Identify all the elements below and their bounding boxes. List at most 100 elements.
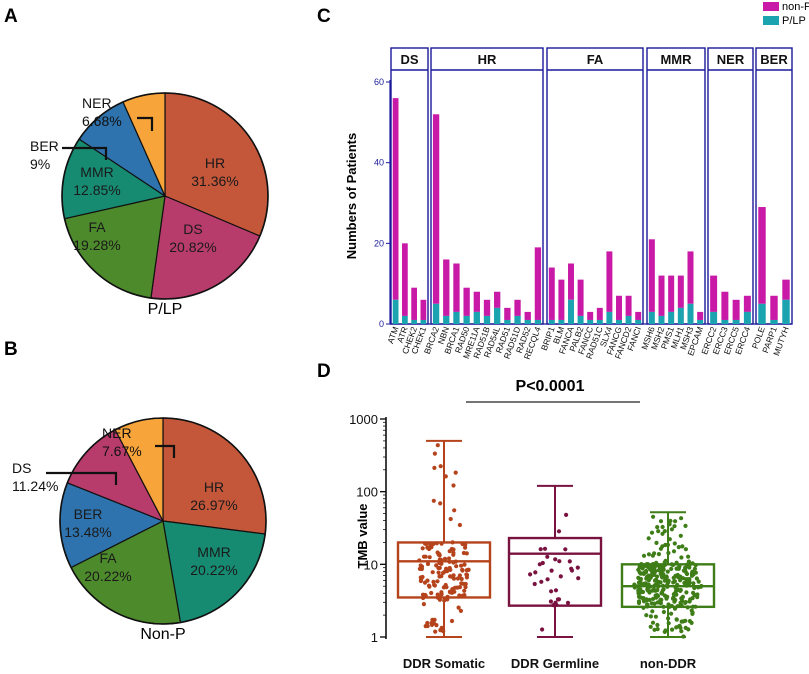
tmb-data-point xyxy=(437,565,442,571)
bar-segment-nonp xyxy=(677,275,684,308)
bar-segment-plp xyxy=(758,303,766,324)
tmb-data-point xyxy=(648,614,654,619)
tmb-data-point xyxy=(669,527,675,532)
tmb-data-point xyxy=(669,562,674,567)
tmb-x-category-label: DDR Germline xyxy=(511,656,599,671)
tmb-data-point xyxy=(665,569,670,574)
tmb-data-point xyxy=(691,590,696,596)
tmb-data-point xyxy=(665,584,670,589)
tmb-data-point xyxy=(652,601,657,606)
bar-segment-plp xyxy=(658,315,665,324)
bar-segment-nonp xyxy=(770,295,778,320)
pie-slice-hr xyxy=(162,417,267,535)
bar-segment-nonp xyxy=(494,291,501,308)
tmb-data-point xyxy=(678,578,683,583)
tmb-data-point xyxy=(445,594,450,599)
tmb-data-point xyxy=(439,592,444,597)
tmb-data-point xyxy=(687,619,693,624)
tmb-y-tick-label: 1000 xyxy=(349,412,378,427)
tmb-data-point xyxy=(441,629,446,634)
tmb-data-point xyxy=(459,563,464,568)
tmb-data-point xyxy=(447,559,452,564)
tmb-data-point xyxy=(655,622,660,628)
tmb-data-point xyxy=(664,574,669,579)
pie-label-name-fa: FA xyxy=(99,550,117,566)
bar-segment-nonp xyxy=(721,291,729,320)
bar-segment-nonp xyxy=(782,279,790,300)
bar-segment-plp xyxy=(514,315,521,324)
tmb-data-point xyxy=(675,582,680,587)
bar-segment-plp xyxy=(392,299,399,324)
bar-segment-nonp xyxy=(432,114,440,304)
pie-label-name-ber: BER xyxy=(30,138,59,154)
tmb-data-point xyxy=(659,597,664,603)
bar-segment-plp xyxy=(432,303,440,324)
tmb-data-point xyxy=(654,595,659,600)
tmb-data-point xyxy=(666,616,671,621)
tmb-data-point xyxy=(691,581,696,586)
tmb-data-point xyxy=(650,609,655,614)
tmb-data-point xyxy=(658,519,664,524)
tmb-data-point xyxy=(463,581,468,587)
gene-group-box xyxy=(707,47,754,325)
tmb-data-point xyxy=(689,571,695,577)
tmb-data-point xyxy=(466,567,471,573)
bar-segment-plp xyxy=(596,319,603,324)
tmb-data-point xyxy=(432,465,437,470)
tmb-data-point xyxy=(447,549,452,554)
tmb-data-point xyxy=(549,589,554,594)
tmb-data-point xyxy=(679,619,684,624)
tmb-data-point xyxy=(672,541,677,546)
tmb-data-point xyxy=(437,557,442,562)
tmb-data-point xyxy=(644,576,649,581)
tmb-data-point xyxy=(669,611,674,616)
tmb-data-point xyxy=(679,555,684,560)
tmb-data-point xyxy=(646,536,651,541)
bar-segment-nonp xyxy=(443,259,450,316)
tmb-data-point xyxy=(538,547,543,552)
tmb-data-point xyxy=(425,561,431,567)
bar-segment-plp xyxy=(587,319,594,324)
bar-segment-nonp xyxy=(577,279,584,316)
tmb-data-point xyxy=(641,553,647,558)
pie-label-value-hr: 31.36% xyxy=(191,173,238,189)
tmb-data-point xyxy=(686,581,692,587)
tmb-data-point xyxy=(655,574,660,579)
tmb-data-point xyxy=(676,565,681,570)
tmb-data-point xyxy=(427,545,432,551)
tmb-data-point xyxy=(549,568,554,573)
tmb-data-point xyxy=(692,566,698,572)
panel-label-c: C xyxy=(317,6,331,27)
tmb-data-point xyxy=(645,602,650,608)
gene-group-box xyxy=(646,47,706,325)
tmb-data-point xyxy=(453,559,458,564)
tmb-data-point xyxy=(662,578,667,583)
pie-leader-line-ber xyxy=(62,146,108,160)
tmb-data-point xyxy=(635,584,640,589)
pie-label-name-mmr: MMR xyxy=(80,164,113,180)
tmb-data-point xyxy=(660,566,665,571)
pie-label-value-ber: 13.48% xyxy=(64,524,111,540)
bar-segment-nonp xyxy=(596,307,603,320)
bar-segment-plp xyxy=(463,315,470,324)
bar-segment-plp xyxy=(606,311,613,324)
tmb-data-point xyxy=(451,483,456,488)
bar-segment-nonp xyxy=(710,275,718,312)
tmb-data-point xyxy=(647,590,652,595)
tmb-data-point xyxy=(651,565,656,570)
tmb-data-point xyxy=(686,554,691,559)
tmb-data-point xyxy=(434,541,439,546)
tmb-data-point xyxy=(446,556,452,561)
tmb-data-point xyxy=(645,587,650,592)
tmb-data-point xyxy=(686,627,691,632)
tmb-data-point xyxy=(660,531,665,536)
pie-label-name-fa: FA xyxy=(88,219,106,235)
tmb-data-point xyxy=(464,572,470,578)
tmb-data-point xyxy=(667,522,672,527)
tmb-data-point xyxy=(661,609,667,615)
tmb-data-point xyxy=(687,563,692,568)
bar-segment-plp xyxy=(494,307,501,324)
tmb-data-point xyxy=(444,566,449,571)
bar-segment-nonp xyxy=(648,239,655,312)
bar-segment-plp xyxy=(668,311,675,324)
